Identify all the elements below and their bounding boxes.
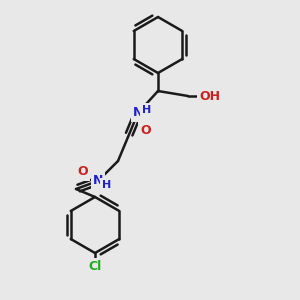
Text: H: H <box>142 105 152 115</box>
Text: O: O <box>77 165 88 178</box>
Text: H: H <box>102 180 112 190</box>
Text: OH: OH <box>200 89 220 103</box>
Text: Cl: Cl <box>88 260 102 274</box>
Text: N: N <box>93 175 103 188</box>
Text: N: N <box>133 106 143 119</box>
Text: O: O <box>141 124 151 137</box>
